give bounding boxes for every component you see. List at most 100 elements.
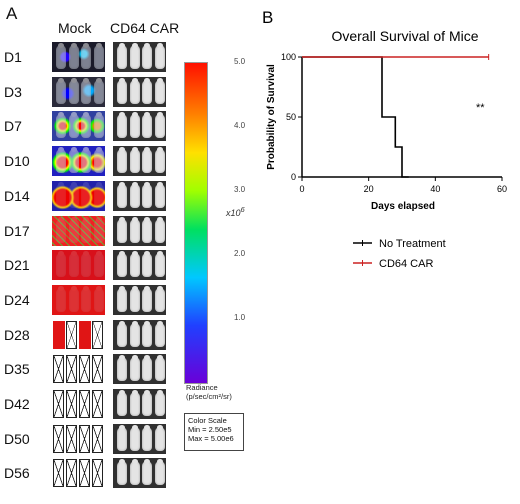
mouse-silhouette [142, 147, 152, 174]
day-label: D10 [4, 153, 30, 170]
deceased-mouse-box [66, 390, 77, 418]
signal-patch [53, 320, 65, 349]
mouse-silhouette [81, 181, 91, 208]
mouse-silhouette [68, 181, 79, 208]
survival-chart: B Overall Survival of Mice Probability o… [262, 8, 507, 270]
mouse-silhouette [93, 43, 104, 69]
mouse-silhouette [142, 251, 152, 278]
color-scale-box: Color Scale Min = 2.50e5 Max = 5.00e6 [184, 413, 244, 451]
mock-image-tile [52, 180, 105, 211]
mouse-silhouette [154, 390, 165, 416]
mouse-silhouette [154, 181, 165, 208]
mouse-silhouette [56, 251, 66, 278]
mouse-silhouette [68, 77, 79, 104]
mouse-silhouette [154, 77, 165, 104]
mouse-silhouette [142, 43, 152, 69]
mouse-silhouette [117, 320, 127, 347]
car-image-tile [113, 319, 166, 350]
mock-image-tile [52, 250, 105, 281]
day-label: D17 [4, 222, 30, 239]
chart-legend: No Treatment CD64 CAR [353, 238, 446, 270]
mock-image-tile [52, 76, 105, 107]
mouse-silhouette [142, 459, 152, 486]
x-tick-label: 0 [299, 184, 304, 194]
mouse-silhouette [142, 77, 152, 104]
day-label: D42 [4, 396, 30, 412]
deceased-mouse-box [79, 390, 90, 418]
mouse-silhouette [117, 77, 127, 104]
mouse-silhouette [93, 147, 104, 174]
day-label: D1 [4, 49, 22, 65]
legend-label: CD64 CAR [379, 258, 433, 270]
deceased-mouse-box [53, 424, 64, 453]
mouse-silhouette [93, 251, 104, 278]
mouse-silhouette [154, 320, 165, 347]
deceased-mouse-box [79, 459, 90, 488]
signal-patch [79, 320, 91, 349]
mouse-silhouette [68, 112, 79, 139]
deceased-mouse-box [66, 459, 77, 488]
mouse-silhouette [56, 112, 66, 139]
legend-label: No Treatment [379, 238, 446, 250]
survival-curves [302, 54, 490, 178]
day-label: D14 [4, 187, 30, 204]
car-image-tile [113, 354, 166, 385]
mouse-silhouette [81, 77, 91, 104]
deceased-mouse-box [92, 390, 103, 418]
car-image-tile [113, 215, 166, 246]
mouse-silhouette [117, 43, 127, 69]
mouse-silhouette [68, 251, 79, 278]
mouse-silhouette [56, 216, 66, 243]
x-tick-label: 60 [497, 184, 507, 194]
mock-image-tile [52, 423, 105, 454]
mouse-silhouette [129, 77, 140, 104]
car-image-tile [113, 250, 166, 281]
mouse-silhouette [154, 459, 165, 486]
scale-min: Min = 2.50e5 [188, 425, 232, 434]
mouse-silhouette [56, 285, 66, 312]
deceased-mouse-box [79, 355, 90, 384]
deceased-mouse-box [92, 459, 103, 488]
mouse-silhouette [93, 112, 104, 139]
mouse-silhouette [129, 251, 140, 278]
x-tick-label: 40 [430, 184, 440, 194]
deceased-mouse-box [66, 424, 77, 453]
mouse-silhouette [142, 181, 152, 208]
car-image-tile [113, 458, 166, 489]
mouse-silhouette [129, 216, 140, 243]
car-image-tile [113, 76, 166, 107]
mouse-silhouette [117, 424, 127, 451]
car-image-tile [113, 146, 166, 177]
colorbar-tick-label: 1.0 [234, 313, 246, 322]
mouse-silhouette [68, 285, 79, 312]
chart-title: Overall Survival of Mice [331, 28, 478, 44]
deceased-mouse-box [79, 424, 90, 453]
mouse-silhouette [68, 43, 79, 69]
mock-image-tile [52, 215, 105, 246]
day-label: D50 [4, 430, 30, 447]
mouse-silhouette [56, 77, 66, 104]
mouse-silhouette [81, 251, 91, 278]
mouse-silhouette [117, 390, 127, 416]
mouse-silhouette [117, 112, 127, 139]
significance-annotation: ** [476, 102, 485, 114]
day-label: D28 [4, 326, 30, 343]
car-image-tile [113, 111, 166, 142]
mouse-silhouette [142, 320, 152, 347]
colorbar-tick-label: 2.0 [234, 249, 246, 258]
mouse-silhouette [56, 43, 66, 69]
day-label: D24 [4, 291, 30, 308]
mock-image-tile [52, 319, 105, 350]
y-tick-label: 100 [281, 52, 296, 62]
mouse-silhouette [93, 285, 104, 312]
colorbar-tick-label: 3.0 [234, 185, 246, 194]
mouse-silhouette [117, 216, 127, 243]
mouse-silhouette [129, 355, 140, 382]
mouse-silhouette [129, 320, 140, 347]
mouse-silhouette [117, 181, 127, 208]
mouse-silhouette [154, 355, 165, 382]
multiplier-base: x10 [226, 208, 241, 218]
multiplier-exponent: 6 [240, 205, 245, 214]
deceased-mouse-box [92, 355, 103, 384]
mouse-silhouette [154, 43, 165, 69]
